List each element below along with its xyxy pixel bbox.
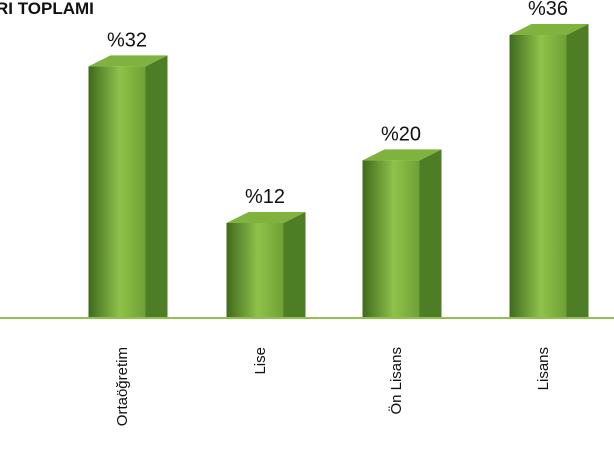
bar-side-lisans [566, 24, 589, 317]
bar-on-lisans [362, 160, 420, 317]
bar-top-lisans [509, 24, 589, 35]
bar-lisans [509, 35, 567, 317]
category-labels-group: Ortaöğretim Lise Ön Lisans Lisans [114, 347, 552, 426]
bar-top-ortaogretim [88, 55, 168, 67]
bar-ortaogretim [88, 66, 146, 317]
category-label-ortaogretim: Ortaöğretim [114, 347, 131, 426]
bar-top-on-lisans [362, 149, 442, 161]
data-label-ortaogretim: %32 [107, 29, 147, 51]
category-label-lise: Lise [252, 347, 269, 375]
bar-side-ortaogretim [145, 55, 168, 317]
chart-title: RI TOPLAMI [0, 0, 94, 18]
bar-side-on-lisans [419, 149, 442, 317]
data-label-on-lisans: %20 [381, 123, 421, 145]
data-label-lisans: %36 [528, 0, 568, 20]
category-label-on-lisans: Ön Lisans [387, 347, 405, 415]
category-label-lisans: Lisans [535, 347, 552, 390]
bar-side-lise [283, 212, 306, 317]
bar-top-lise [226, 212, 306, 223]
bar-lise [226, 223, 284, 317]
data-label-lise: %12 [245, 186, 285, 208]
bars-group: %32 %12 %20 %36 [88, 0, 589, 317]
